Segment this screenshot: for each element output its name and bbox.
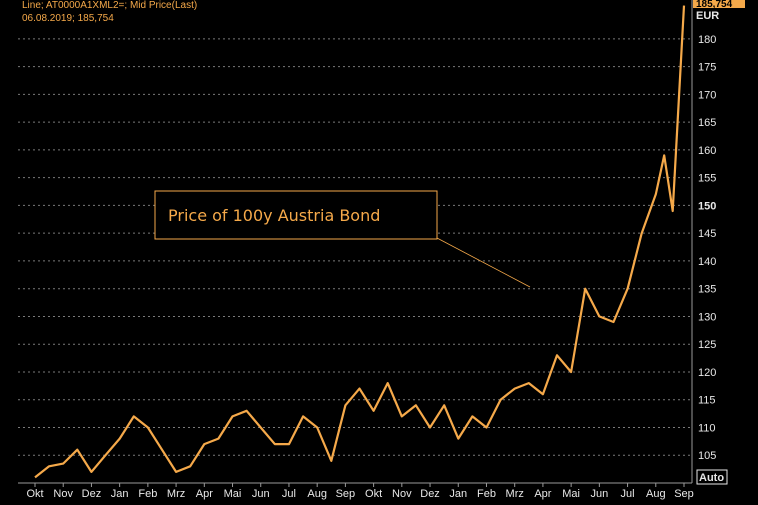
header-line-2: 06.08.2019; 185,754 [22,13,114,24]
y-tick-label: 170 [698,89,716,101]
y-tick-label: 140 [698,256,716,268]
y-tick-label: 130 [698,311,716,323]
x-tick-label: Jan [111,488,129,500]
x-tick-label: Jun [252,488,270,500]
x-tick-label: Dez [82,488,102,500]
x-tick-label: Aug [646,488,666,500]
y-tick-label: 175 [698,62,716,74]
x-tick-label: Jan [449,488,467,500]
x-tick-label: Sep [674,488,694,500]
x-tick-label: Apr [196,488,213,500]
x-tick-label: Mrz [506,488,524,500]
current-value-badge [693,0,745,8]
x-tick-label: Nov [392,488,412,500]
x-tick-label: Okt [26,488,43,500]
x-tick-label: Okt [365,488,382,500]
y-tick-label: 165 [698,117,716,129]
y-tick-labels: 105 110 115 120 125 130 135 140 145 150 155 160 165 1… [698,34,716,462]
y-tick-label: 120 [698,367,716,379]
x-tick-label: Mrz [167,488,185,500]
x-tick-labels: Okt Nov Dez Jan Feb Mrz Apr Mai Jun Jul Aug Sep Okt N… [26,483,694,500]
y-tick-label: 115 [698,395,716,407]
y-tick-label: 125 [698,339,716,351]
x-tick-label: Mai [562,488,580,500]
annotation-text: Price of 100y Austria Bond [168,206,380,225]
x-tick-label: Jul [282,488,296,500]
annotation-box [154,190,438,240]
x-tick-label: Dez [420,488,440,500]
x-tick-label: Jul [621,488,635,500]
x-tick-label: Apr [534,488,551,500]
x-tick-label: Feb [477,488,496,500]
x-tick-label: Feb [138,488,157,500]
series-line [34,5,686,479]
auto-button-label: Auto [699,472,724,484]
y-tick-label: 155 [698,173,716,185]
y-tick-label: 105 [698,450,716,462]
auto-button[interactable] [696,469,728,485]
y-tick-label: 110 [698,422,716,434]
x-tick-label: Jun [590,488,608,500]
y-tick-label: 145 [698,228,716,240]
header-line-1: Line; AT0000A1XML2=; Mid Price(Last) [22,0,197,11]
y-tick-label: 150 [698,200,716,212]
x-tick-label: Sep [336,488,356,500]
currency-label: EUR [696,10,719,22]
x-tick-label: Nov [53,488,73,500]
y-tick-label: 160 [698,145,716,157]
y-tick-label: 135 [698,284,716,296]
annotation-leader-line [436,237,531,288]
y-tick-label: 180 [698,34,716,46]
x-tick-label: Aug [307,488,327,500]
x-tick-label: Mai [224,488,242,500]
current-value-badge-text: 185,754 [696,0,733,10]
